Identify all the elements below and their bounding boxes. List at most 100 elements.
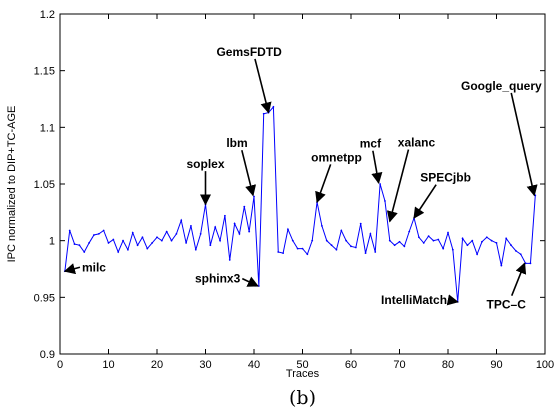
data-point — [291, 239, 294, 242]
annotation-arrow — [241, 276, 259, 287]
y-tick-label: 1.1 — [40, 122, 55, 134]
x-tick-label: 80 — [442, 359, 454, 371]
annotation: IntelliMatch — [381, 293, 459, 307]
data-point — [136, 244, 139, 247]
data-point — [156, 236, 158, 239]
figure-caption: (b) — [289, 387, 316, 409]
y-tick-label: 1.2 — [40, 9, 55, 21]
y-tick-label: 0.9 — [40, 349, 55, 361]
annotation-label: IntelliMatch — [381, 293, 447, 307]
data-point — [345, 239, 348, 242]
annotation: sphinx3 — [195, 272, 259, 287]
data-point — [427, 235, 430, 238]
x-tick-label: 10 — [102, 359, 114, 371]
y-axis-label: IPC normalized to DIP+TC-AGE — [6, 106, 18, 263]
data-point — [88, 242, 90, 244]
data-point — [93, 234, 95, 236]
x-tick-label: 0 — [57, 359, 63, 371]
data-point — [388, 239, 391, 242]
annotation: GemsFDTD — [216, 45, 282, 114]
data-point — [117, 251, 120, 253]
series-line — [64, 105, 536, 302]
data-point — [519, 253, 522, 256]
annotation-arrow — [510, 262, 527, 296]
data-point — [233, 222, 236, 225]
annotation-label: sphinx3 — [195, 272, 241, 286]
data-point — [340, 229, 343, 232]
data-point — [194, 248, 197, 251]
data-point — [219, 239, 221, 242]
data-point — [398, 240, 401, 243]
data-point — [180, 219, 183, 222]
x-tick-label: 100 — [536, 359, 554, 371]
data-point — [306, 253, 309, 256]
data-point — [471, 239, 474, 242]
data-point — [485, 236, 488, 239]
data-point — [359, 222, 362, 225]
annotation: lbm — [226, 136, 257, 197]
data-point — [257, 285, 260, 287]
annotation-arrow — [510, 92, 538, 197]
data-point — [78, 244, 81, 247]
y-tick-label: 1.15 — [34, 66, 55, 78]
data-point — [481, 240, 483, 243]
y-tick-label: 0.95 — [34, 292, 55, 304]
data-point — [437, 238, 440, 241]
data-point — [529, 262, 532, 265]
data-point — [447, 231, 449, 234]
annotation-label: SPECjbb — [420, 171, 471, 185]
y-axis: 0.9 0.95 1 1.05 1.1 1.15 1.2 — [34, 9, 545, 361]
annotation-arrow — [413, 184, 437, 219]
data-point — [500, 264, 503, 267]
annotation-label: omnetpp — [311, 150, 362, 164]
x-tick-label: 60 — [345, 359, 357, 371]
data-point — [321, 225, 323, 227]
annotation-label: GemsFDTD — [216, 45, 282, 59]
x-tick-label: 70 — [393, 359, 405, 371]
annotation-arrow — [241, 149, 257, 197]
data-point — [311, 239, 314, 242]
annotation-arrow — [386, 149, 410, 223]
annotation: soplex — [186, 157, 225, 206]
data-point — [325, 239, 328, 242]
x-axis: 0 10 20 30 40 50 60 70 80 90 100 — [57, 14, 554, 371]
data-point — [384, 200, 386, 202]
data-point — [170, 239, 173, 242]
data-point — [248, 230, 251, 233]
data-point — [510, 244, 512, 247]
annotation-label: Google_query — [461, 79, 542, 93]
x-tick-label: 30 — [199, 359, 211, 371]
data-point — [253, 195, 255, 198]
data-point — [238, 232, 241, 235]
data-point — [461, 237, 464, 240]
annotation-label: mcf — [360, 137, 382, 151]
data-point — [403, 245, 406, 248]
data-point — [490, 239, 493, 242]
annotation-label: TPC–C — [487, 298, 527, 312]
data-point — [505, 237, 508, 240]
data-point — [282, 252, 284, 255]
data-point — [68, 229, 71, 232]
data-point — [127, 248, 129, 251]
data-point — [287, 228, 289, 231]
data-point — [175, 232, 178, 235]
data-point — [190, 225, 192, 227]
x-tick-label: 50 — [296, 359, 308, 371]
data-point — [160, 239, 163, 242]
y-tick-label: 1 — [49, 236, 55, 248]
annotation-arrow — [254, 58, 272, 114]
x-tick-label: 20 — [151, 359, 163, 371]
data-point — [442, 247, 445, 250]
data-point — [209, 244, 212, 247]
data-point — [379, 183, 381, 185]
data-point — [330, 244, 333, 247]
plot-area — [59, 13, 546, 355]
data-point — [97, 232, 100, 235]
data-point — [466, 244, 469, 247]
data-point — [122, 239, 124, 242]
data-point — [141, 236, 144, 239]
annotation: omnetpp — [311, 150, 362, 204]
x-axis-label: Traces — [286, 368, 320, 380]
data-point — [131, 231, 134, 234]
data-point — [185, 242, 188, 244]
